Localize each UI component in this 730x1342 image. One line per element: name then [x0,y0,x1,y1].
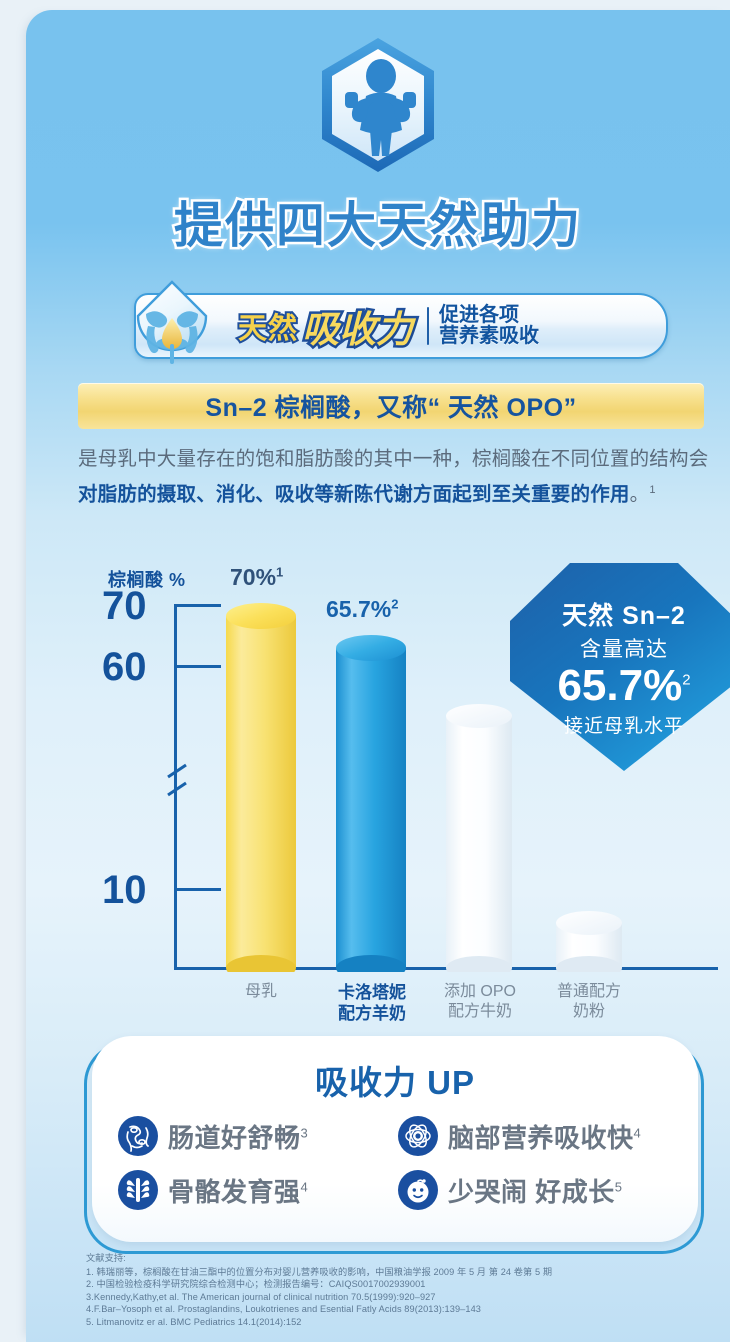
chart-value-label-breastmilk: 70%1 [230,564,283,591]
description-paragraph: 是母乳中大量存在的饱和脂肪酸的其中一种，棕榈酸在不同位置的结构会对脂肪的摄取、消… [78,444,714,511]
feature-label-bone: 骨骼发育强4 [168,1176,309,1207]
logo-container [26,36,730,174]
feature-item-intestine: 肠道好舒畅3 [118,1116,394,1156]
chart-value-sup-breastmilk: 1 [276,564,284,580]
chart-xlabel-regular-formula: 普通配方 奶粉 [556,983,621,1020]
baby-face-icon [398,1170,438,1210]
chart-bar-breastmilk [226,603,296,972]
feature-label-baby: 少哭闹 好成长5 [448,1176,623,1207]
banner-subtext: 促进各项 营养素吸收 [439,305,539,347]
chart-bar-kabrita [336,635,406,972]
intestine-icon [118,1116,158,1156]
banner-sub-line2: 营养素吸收 [439,325,540,347]
banner-sub-line1: 促进各项 [439,304,520,326]
reference-item-4: 4.F.Bar–Yosoph et al. Prostaglandins, Lo… [86,1304,481,1315]
axis-break-icon [167,763,187,797]
chart-xlabel-opo-milk: 添加 OPO 配方牛奶 [443,983,516,1020]
chart-ytick-label-70: 70 [102,584,147,628]
chart-value-breastmilk: 70% [230,564,277,590]
absorption-banner: 天然 吸收力 促进各项 营养素吸收 [134,293,668,359]
chart-xlabel-kabrita: 卡洛塔妮 配方羊奶 [338,983,406,1023]
palmitic-acid-chart: 棕榈酸 % 70 60 10 [78,558,730,1023]
description-plain-1: 是母乳中大量存在的饱和脂肪酸的其中一种，棕榈酸在不同位置的结构会 [78,448,709,470]
banner-natural-label: 天然 [236,311,299,347]
chart-tick-60 [177,665,221,668]
banner-highlight-label: 吸收力 [300,307,416,353]
reference-item-2: 2. 中国检验检疫科学研究院综合检测中心；检测报告编号：CAIQS0017002… [86,1279,426,1290]
feature-label-intestine: 肠道好舒畅3 [168,1122,309,1153]
chart-ytick-label-10: 10 [102,868,147,912]
feature-item-brain: 脑部营养吸收快4 [398,1116,674,1156]
chart-y-axis [174,604,177,970]
chart-value-sup-kabrita: 2 [391,596,399,612]
water-drop-intestine-icon [136,280,208,364]
chart-tick-10 [177,888,221,891]
chart-x-axis [174,967,718,970]
feature-label-brain: 脑部营养吸收快4 [448,1122,642,1153]
references-heading: 文献支持: [86,1253,126,1263]
sn2-content-badge [510,563,730,771]
feature-grid: 肠道好舒畅3 脑部营养吸收快4 [118,1116,674,1210]
chart-bar-opo-milk [446,704,512,972]
reference-item-1: 1. 韩瑞丽等，棕榈酸在甘油三酯中的位置分布对婴儿营养吸收的影响，中国粮油学报 … [86,1266,553,1277]
reference-item-5: 5. Litmanovitz er al. BMC Pediatrics 14.… [86,1316,302,1327]
brain-atom-icon [398,1116,438,1156]
description-footnote-ref: 1 [649,484,656,496]
description-plain-2: 。 [629,483,650,506]
chart-tick-70 [177,604,221,607]
absorption-feature-card: 吸收力 UP 肠道好舒畅3 [92,1036,698,1242]
feature-item-baby: 少哭闹 好成长5 [398,1170,674,1210]
reference-item-3: 3.Kennedy,Kathy,et al. The American jour… [86,1291,436,1302]
feature-item-bone: 骨骼发育强4 [118,1170,394,1210]
content-panel: 提供四大天然助力 天然 吸收力 促进各项 营养素吸收 [26,10,730,1342]
description-bold: 对脂肪的摄取、消化、吸收等新陈代谢方面起到至关重要的作用 [78,483,630,506]
page-title-text: 提供四大天然助力 [171,197,582,256]
references-block: 文献支持: 1. 韩瑞丽等，棕榈酸在甘油三酯中的位置分布对婴儿营养吸收的影响，中… [86,1252,726,1329]
card-title: 吸收力 UP [314,1064,475,1101]
page-title: 提供四大天然助力 [26,186,730,257]
flexing-child-hexagon-icon [322,38,434,172]
chart-value-label-kabrita: 65.7%2 [326,596,398,623]
sn2-highlight-text: Sn–2 棕榈酸，又称“ 天然 OPO” [205,394,577,422]
chart-bar-regular-formula [556,911,622,972]
chart-ytick-label-60: 60 [102,645,147,689]
chart-xlabel-breastmilk: 母乳 [244,983,277,1000]
banner-divider [427,307,430,345]
chart-value-kabrita: 65.7% [326,596,392,622]
chart-y-axis-label: 棕榈酸 % [108,570,186,590]
spine-bone-icon [118,1170,158,1210]
sn2-highlight-bar: Sn–2 棕榈酸，又称“ 天然 OPO” [78,383,704,429]
